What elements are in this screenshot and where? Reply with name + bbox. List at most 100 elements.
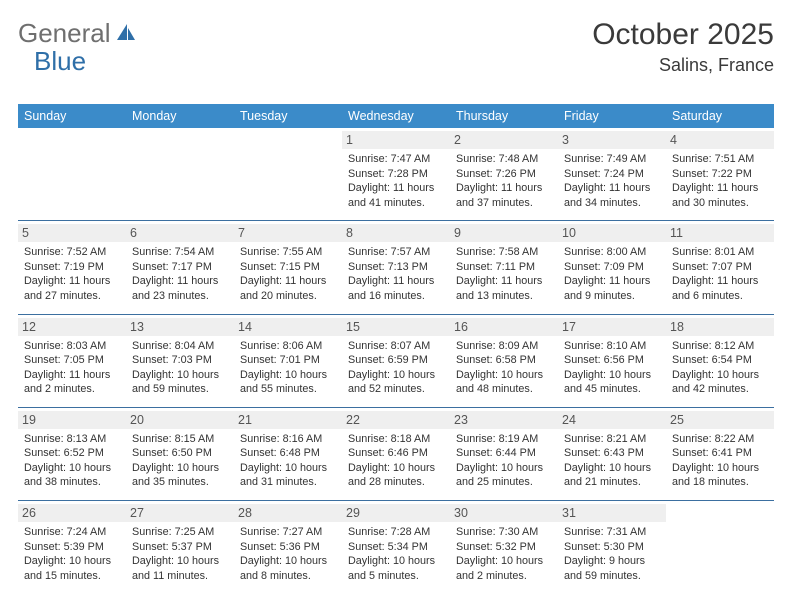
sunset-line: Sunset: 6:46 PM xyxy=(348,446,444,461)
sunset-line: Sunset: 7:07 PM xyxy=(672,260,768,275)
day-info: Sunrise: 8:15 AMSunset: 6:50 PMDaylight:… xyxy=(132,432,228,490)
day-info: Sunrise: 8:22 AMSunset: 6:41 PMDaylight:… xyxy=(672,432,768,490)
day-cell: 28Sunrise: 7:27 AMSunset: 5:36 PMDayligh… xyxy=(234,501,342,593)
day-cell: 3Sunrise: 7:49 AMSunset: 7:24 PMDaylight… xyxy=(558,128,666,221)
sunrise-line: Sunrise: 7:48 AM xyxy=(456,152,552,167)
sunrise-line: Sunrise: 7:52 AM xyxy=(24,245,120,260)
sunrise-line: Sunrise: 8:09 AM xyxy=(456,339,552,354)
dow-header: Thursday xyxy=(450,104,558,128)
sunset-line: Sunset: 6:54 PM xyxy=(672,353,768,368)
week-row: 1Sunrise: 7:47 AMSunset: 7:28 PMDaylight… xyxy=(18,128,774,221)
daylight-line: Daylight: 10 hours and 55 minutes. xyxy=(240,368,336,397)
sunset-line: Sunset: 6:59 PM xyxy=(348,353,444,368)
daylight-line: Daylight: 11 hours and 34 minutes. xyxy=(564,181,660,210)
day-number: 14 xyxy=(234,318,342,336)
daylight-line: Daylight: 10 hours and 18 minutes. xyxy=(672,461,768,490)
week-row: 5Sunrise: 7:52 AMSunset: 7:19 PMDaylight… xyxy=(18,221,774,314)
day-number: 21 xyxy=(234,411,342,429)
daylight-line: Daylight: 10 hours and 59 minutes. xyxy=(132,368,228,397)
day-number: 19 xyxy=(18,411,126,429)
day-number: 25 xyxy=(666,411,774,429)
day-cell: 15Sunrise: 8:07 AMSunset: 6:59 PMDayligh… xyxy=(342,315,450,408)
day-number: 29 xyxy=(342,504,450,522)
sunset-line: Sunset: 7:13 PM xyxy=(348,260,444,275)
day-number: 11 xyxy=(666,224,774,242)
week-row: 26Sunrise: 7:24 AMSunset: 5:39 PMDayligh… xyxy=(18,501,774,593)
daylight-line: Daylight: 10 hours and 38 minutes. xyxy=(24,461,120,490)
day-cell: 7Sunrise: 7:55 AMSunset: 7:15 PMDaylight… xyxy=(234,221,342,314)
sunset-line: Sunset: 6:44 PM xyxy=(456,446,552,461)
week-row: 19Sunrise: 8:13 AMSunset: 6:52 PMDayligh… xyxy=(18,408,774,501)
page-header: General October 2025 Salins, France xyxy=(18,18,774,76)
sunset-line: Sunset: 7:03 PM xyxy=(132,353,228,368)
dow-header: Tuesday xyxy=(234,104,342,128)
sunset-line: Sunset: 5:30 PM xyxy=(564,540,660,555)
day-info: Sunrise: 7:31 AMSunset: 5:30 PMDaylight:… xyxy=(564,525,660,583)
dow-header: Sunday xyxy=(18,104,126,128)
day-number: 2 xyxy=(450,131,558,149)
day-number: 5 xyxy=(18,224,126,242)
sunrise-line: Sunrise: 8:13 AM xyxy=(24,432,120,447)
day-cell: 23Sunrise: 8:19 AMSunset: 6:44 PMDayligh… xyxy=(450,408,558,501)
day-number: 24 xyxy=(558,411,666,429)
day-number: 13 xyxy=(126,318,234,336)
day-number: 3 xyxy=(558,131,666,149)
day-number: 15 xyxy=(342,318,450,336)
day-info: Sunrise: 8:06 AMSunset: 7:01 PMDaylight:… xyxy=(240,339,336,397)
sunset-line: Sunset: 6:43 PM xyxy=(564,446,660,461)
day-cell: 24 Sunrise: 8:21 AMSunset: 6:43 PMDayligh… xyxy=(558,408,666,501)
daylight-line: Daylight: 11 hours and 6 minutes. xyxy=(672,274,768,303)
sunset-line: Sunset: 5:36 PM xyxy=(240,540,336,555)
daylight-line: Daylight: 11 hours and 20 minutes. xyxy=(240,274,336,303)
sail-icon xyxy=(115,18,137,49)
sunrise-line: Sunrise: 7:58 AM xyxy=(456,245,552,260)
day-number: 9 xyxy=(450,224,558,242)
day-info: Sunrise: 8:09 AMSunset: 6:58 PMDaylight:… xyxy=(456,339,552,397)
location-label: Salins, France xyxy=(592,55,774,76)
day-number: 27 xyxy=(126,504,234,522)
day-info: Sunrise: 7:48 AMSunset: 7:26 PMDaylight:… xyxy=(456,152,552,210)
day-cell: 1Sunrise: 7:47 AMSunset: 7:28 PMDaylight… xyxy=(342,128,450,221)
day-info: Sunrise: 7:57 AMSunset: 7:13 PMDaylight:… xyxy=(348,245,444,303)
day-info: Sunrise: 8:01 AMSunset: 7:07 PMDaylight:… xyxy=(672,245,768,303)
day-info: Sunrise: 7:25 AMSunset: 5:37 PMDaylight:… xyxy=(132,525,228,583)
daylight-line: Daylight: 11 hours and 13 minutes. xyxy=(456,274,552,303)
daylight-line: Daylight: 10 hours and 52 minutes. xyxy=(348,368,444,397)
day-cell: 11 Sunrise: 8:01 AMSunset: 7:07 PMDayligh… xyxy=(666,221,774,314)
sunrise-line: Sunrise: 7:30 AM xyxy=(456,525,552,540)
sunset-line: Sunset: 6:48 PM xyxy=(240,446,336,461)
brand-logo: General xyxy=(18,18,139,49)
day-cell: 2 Sunrise: 7:48 AMSunset: 7:26 PMDaylight… xyxy=(450,128,558,221)
daylight-line: Daylight: 10 hours and 21 minutes. xyxy=(564,461,660,490)
sunset-line: Sunset: 6:56 PM xyxy=(564,353,660,368)
daylight-line: Daylight: 10 hours and 28 minutes. xyxy=(348,461,444,490)
sunrise-line: Sunrise: 7:27 AM xyxy=(240,525,336,540)
dow-header: Monday xyxy=(126,104,234,128)
sunrise-line: Sunrise: 7:57 AM xyxy=(348,245,444,260)
sunset-line: Sunset: 5:32 PM xyxy=(456,540,552,555)
sunrise-line: Sunrise: 7:54 AM xyxy=(132,245,228,260)
sunrise-line: Sunrise: 7:51 AM xyxy=(672,152,768,167)
day-cell: 30Sunrise: 7:30 AMSunset: 5:32 PMDayligh… xyxy=(450,501,558,593)
sunset-line: Sunset: 5:34 PM xyxy=(348,540,444,555)
day-info: Sunrise: 8:19 AMSunset: 6:44 PMDaylight:… xyxy=(456,432,552,490)
calendar-page: General October 2025 Salins, France Blue… xyxy=(0,0,792,612)
sunrise-line: Sunrise: 8:21 AM xyxy=(564,432,660,447)
day-info: Sunrise: 7:47 AMSunset: 7:28 PMDaylight:… xyxy=(348,152,444,210)
sunset-line: Sunset: 7:09 PM xyxy=(564,260,660,275)
day-number: 30 xyxy=(450,504,558,522)
day-info: Sunrise: 7:54 AMSunset: 7:17 PMDaylight:… xyxy=(132,245,228,303)
sunrise-line: Sunrise: 8:16 AM xyxy=(240,432,336,447)
day-cell: 31Sunrise: 7:31 AMSunset: 5:30 PMDayligh… xyxy=(558,501,666,593)
brand-text-1: General xyxy=(18,18,111,49)
sunrise-line: Sunrise: 8:01 AM xyxy=(672,245,768,260)
daylight-line: Daylight: 11 hours and 16 minutes. xyxy=(348,274,444,303)
day-info: Sunrise: 7:51 AMSunset: 7:22 PMDaylight:… xyxy=(672,152,768,210)
sunrise-line: Sunrise: 7:49 AM xyxy=(564,152,660,167)
day-cell: 22Sunrise: 8:18 AMSunset: 6:46 PMDayligh… xyxy=(342,408,450,501)
day-cell: 6Sunrise: 7:54 AMSunset: 7:17 PMDaylight… xyxy=(126,221,234,314)
sunrise-line: Sunrise: 8:19 AM xyxy=(456,432,552,447)
day-number: 22 xyxy=(342,411,450,429)
day-number: 17 xyxy=(558,318,666,336)
sunrise-line: Sunrise: 7:47 AM xyxy=(348,152,444,167)
